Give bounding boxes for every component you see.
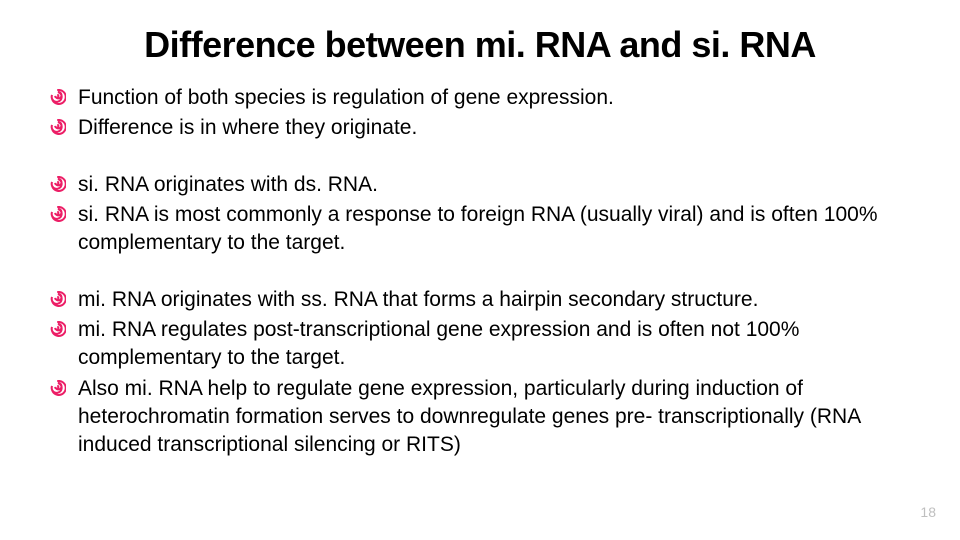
bullet-text: Difference is in where they originate.: [78, 114, 417, 142]
slide-title: Difference between mi. RNA and si. RNA: [50, 24, 910, 66]
list-item: si. RNA is most commonly a response to f…: [50, 201, 910, 258]
bullet-group: mi. RNA originates with ss. RNA that for…: [50, 286, 910, 460]
bullet-text: mi. RNA regulates post-transcriptional g…: [78, 316, 910, 373]
bullet-text: Also mi. RNA help to regulate gene expre…: [78, 375, 910, 460]
spiral-bullet-icon: [50, 291, 66, 307]
list-item: si. RNA originates with ds. RNA.: [50, 171, 910, 199]
bullet-group: Function of both species is regulation o…: [50, 84, 910, 143]
slide: Difference between mi. RNA and si. RNA F…: [0, 0, 960, 540]
spiral-bullet-icon: [50, 206, 66, 222]
bullet-text: si. RNA originates with ds. RNA.: [78, 171, 378, 199]
bullet-group: si. RNA originates with ds. RNA. si. RNA…: [50, 171, 910, 258]
spiral-bullet-icon: [50, 380, 66, 396]
list-item: Function of both species is regulation o…: [50, 84, 910, 112]
bullet-text: mi. RNA originates with ss. RNA that for…: [78, 286, 758, 314]
list-item: mi. RNA regulates post-transcriptional g…: [50, 316, 910, 373]
spiral-bullet-icon: [50, 321, 66, 337]
list-item: Also mi. RNA help to regulate gene expre…: [50, 375, 910, 460]
page-number: 18: [920, 504, 936, 520]
bullet-text: Function of both species is regulation o…: [78, 84, 614, 112]
list-item: mi. RNA originates with ss. RNA that for…: [50, 286, 910, 314]
spiral-bullet-icon: [50, 176, 66, 192]
spiral-bullet-icon: [50, 119, 66, 135]
spiral-bullet-icon: [50, 89, 66, 105]
bullet-text: si. RNA is most commonly a response to f…: [78, 201, 910, 258]
list-item: Difference is in where they originate.: [50, 114, 910, 142]
